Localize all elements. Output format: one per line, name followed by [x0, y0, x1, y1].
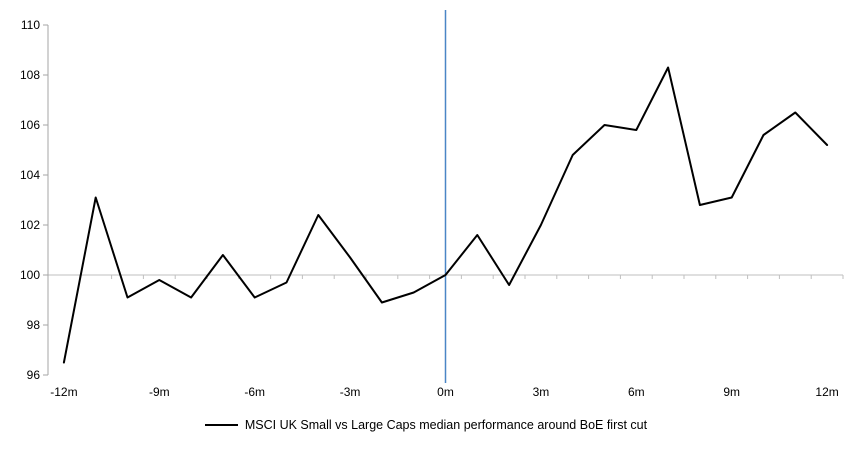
- legend-label: MSCI UK Small vs Large Caps median perfo…: [244, 418, 648, 432]
- y-axis: 96 98 100 102 104 106 108 110: [20, 18, 49, 382]
- x-tick-label: -12m: [50, 385, 77, 399]
- x-tick-label: 12m: [815, 385, 838, 399]
- y-tick-label: 100: [20, 268, 40, 282]
- legend-line-swatch: [204, 424, 238, 426]
- y-tick-label: 102: [20, 218, 40, 232]
- x-axis-labels: -12m -9m -6m -3m 0m 3m 6m 9m 12m: [50, 385, 839, 399]
- x-tick-label: 6m: [628, 385, 645, 399]
- x-tick-label: 9m: [723, 385, 740, 399]
- series-line: [62, 66, 829, 364]
- y-tick-label: 110: [21, 18, 40, 32]
- x-tick-label: -9m: [149, 385, 170, 399]
- y-tick-label: 108: [20, 68, 40, 82]
- y-tick-label: 106: [20, 118, 40, 132]
- y-tick-label: 96: [27, 368, 41, 382]
- x-tick-label: 3m: [533, 385, 550, 399]
- x-tick-label: 0m: [437, 385, 454, 399]
- legend: MSCI UK Small vs Large Caps median perfo…: [0, 418, 852, 432]
- y-tick-label: 98: [27, 318, 41, 332]
- y-tick-label: 104: [20, 168, 40, 182]
- x-tick-label: -6m: [244, 385, 265, 399]
- x-tick-label: -3m: [340, 385, 361, 399]
